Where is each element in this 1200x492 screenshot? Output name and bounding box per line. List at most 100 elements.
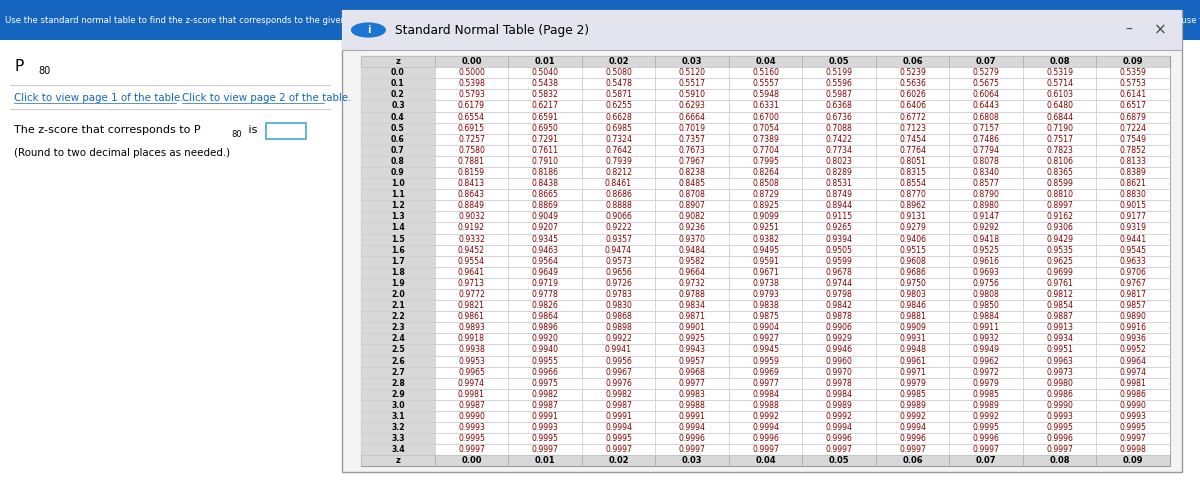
Text: 0.7357: 0.7357: [679, 135, 706, 144]
FancyBboxPatch shape: [949, 344, 1022, 356]
FancyBboxPatch shape: [803, 422, 876, 433]
FancyBboxPatch shape: [728, 100, 803, 112]
FancyBboxPatch shape: [876, 334, 949, 344]
FancyBboxPatch shape: [1097, 356, 1170, 367]
Text: 0.9934: 0.9934: [1046, 335, 1073, 343]
FancyBboxPatch shape: [434, 422, 509, 433]
FancyBboxPatch shape: [1097, 67, 1170, 78]
FancyBboxPatch shape: [1097, 234, 1170, 245]
Text: 0.9898: 0.9898: [605, 323, 632, 332]
FancyBboxPatch shape: [434, 278, 509, 289]
FancyBboxPatch shape: [949, 367, 1022, 378]
FancyBboxPatch shape: [1097, 156, 1170, 167]
FancyBboxPatch shape: [1022, 422, 1097, 433]
FancyBboxPatch shape: [434, 411, 509, 422]
Text: 0.9969: 0.9969: [752, 368, 779, 377]
Text: 0.9192: 0.9192: [458, 223, 485, 233]
FancyBboxPatch shape: [876, 134, 949, 145]
FancyBboxPatch shape: [1097, 212, 1170, 222]
Text: 0.9982: 0.9982: [532, 390, 558, 399]
Text: 0.04: 0.04: [755, 457, 776, 465]
FancyBboxPatch shape: [361, 400, 434, 411]
Text: 0.6331: 0.6331: [752, 101, 779, 111]
Text: 0.9995: 0.9995: [605, 434, 632, 443]
Text: 0.9951: 0.9951: [1046, 345, 1073, 354]
Text: 2.5: 2.5: [391, 345, 404, 354]
Text: 0.9953: 0.9953: [458, 357, 485, 366]
Text: is: is: [245, 125, 257, 135]
FancyBboxPatch shape: [655, 78, 728, 90]
Text: 0.9857: 0.9857: [1120, 301, 1147, 310]
FancyBboxPatch shape: [1097, 389, 1170, 400]
FancyBboxPatch shape: [803, 145, 876, 156]
FancyBboxPatch shape: [1022, 322, 1097, 334]
FancyBboxPatch shape: [434, 344, 509, 356]
FancyBboxPatch shape: [1097, 245, 1170, 256]
FancyBboxPatch shape: [803, 123, 876, 134]
FancyBboxPatch shape: [876, 56, 949, 67]
FancyBboxPatch shape: [582, 100, 655, 112]
Text: 0.9357: 0.9357: [605, 235, 632, 244]
Text: 0.9981: 0.9981: [1120, 379, 1147, 388]
Text: 0.9699: 0.9699: [1046, 268, 1073, 277]
Text: 0.9904: 0.9904: [752, 323, 779, 332]
Text: 0.8888: 0.8888: [605, 201, 632, 210]
Text: 0.9812: 0.9812: [1046, 290, 1073, 299]
Text: 0.7734: 0.7734: [826, 146, 853, 155]
FancyBboxPatch shape: [876, 344, 949, 356]
Text: 0.9495: 0.9495: [752, 246, 779, 255]
FancyBboxPatch shape: [509, 334, 582, 344]
Text: 2.1: 2.1: [391, 301, 404, 310]
Text: 0.9686: 0.9686: [899, 268, 926, 277]
FancyBboxPatch shape: [803, 289, 876, 300]
FancyBboxPatch shape: [509, 167, 582, 178]
FancyBboxPatch shape: [1022, 200, 1097, 212]
FancyBboxPatch shape: [582, 67, 655, 78]
Text: 3.4: 3.4: [391, 445, 404, 454]
Text: The z-score that corresponds to P: The z-score that corresponds to P: [14, 125, 202, 135]
Text: 0.7995: 0.7995: [752, 157, 779, 166]
Text: 0.8438: 0.8438: [532, 179, 558, 188]
FancyBboxPatch shape: [1097, 200, 1170, 212]
FancyBboxPatch shape: [949, 256, 1022, 267]
FancyBboxPatch shape: [509, 78, 582, 90]
FancyBboxPatch shape: [434, 222, 509, 234]
FancyBboxPatch shape: [582, 78, 655, 90]
FancyBboxPatch shape: [949, 311, 1022, 322]
Text: 0.8830: 0.8830: [1120, 190, 1147, 199]
FancyBboxPatch shape: [655, 455, 728, 466]
FancyBboxPatch shape: [509, 300, 582, 311]
Text: 0.9983: 0.9983: [679, 390, 706, 399]
Text: 0.9974: 0.9974: [458, 379, 485, 388]
Text: 0.7389: 0.7389: [752, 135, 779, 144]
Text: 0.8159: 0.8159: [458, 168, 485, 177]
FancyBboxPatch shape: [1022, 289, 1097, 300]
FancyBboxPatch shape: [434, 212, 509, 222]
FancyBboxPatch shape: [434, 289, 509, 300]
Text: 0.6217: 0.6217: [532, 101, 558, 111]
Text: 0.9693: 0.9693: [973, 268, 1000, 277]
FancyBboxPatch shape: [361, 200, 434, 212]
FancyBboxPatch shape: [1022, 267, 1097, 278]
FancyBboxPatch shape: [509, 145, 582, 156]
FancyBboxPatch shape: [949, 378, 1022, 389]
Text: 0.9788: 0.9788: [679, 290, 706, 299]
FancyBboxPatch shape: [1097, 189, 1170, 200]
FancyBboxPatch shape: [434, 389, 509, 400]
FancyBboxPatch shape: [361, 334, 434, 344]
Text: 0.9279: 0.9279: [899, 223, 926, 233]
FancyBboxPatch shape: [655, 156, 728, 167]
FancyBboxPatch shape: [1097, 411, 1170, 422]
Text: 0.8599: 0.8599: [1046, 179, 1073, 188]
FancyBboxPatch shape: [803, 256, 876, 267]
FancyBboxPatch shape: [582, 234, 655, 245]
Text: 0.9993: 0.9993: [532, 423, 558, 432]
Text: 0.5120: 0.5120: [678, 68, 706, 77]
Text: 0.07: 0.07: [976, 457, 996, 465]
Text: 0.9985: 0.9985: [973, 390, 1000, 399]
Text: 0.9625: 0.9625: [1046, 257, 1073, 266]
Text: 0.6293: 0.6293: [679, 101, 706, 111]
FancyBboxPatch shape: [728, 67, 803, 78]
Text: 0.6879: 0.6879: [1120, 113, 1147, 122]
Text: 0.8340: 0.8340: [973, 168, 1000, 177]
